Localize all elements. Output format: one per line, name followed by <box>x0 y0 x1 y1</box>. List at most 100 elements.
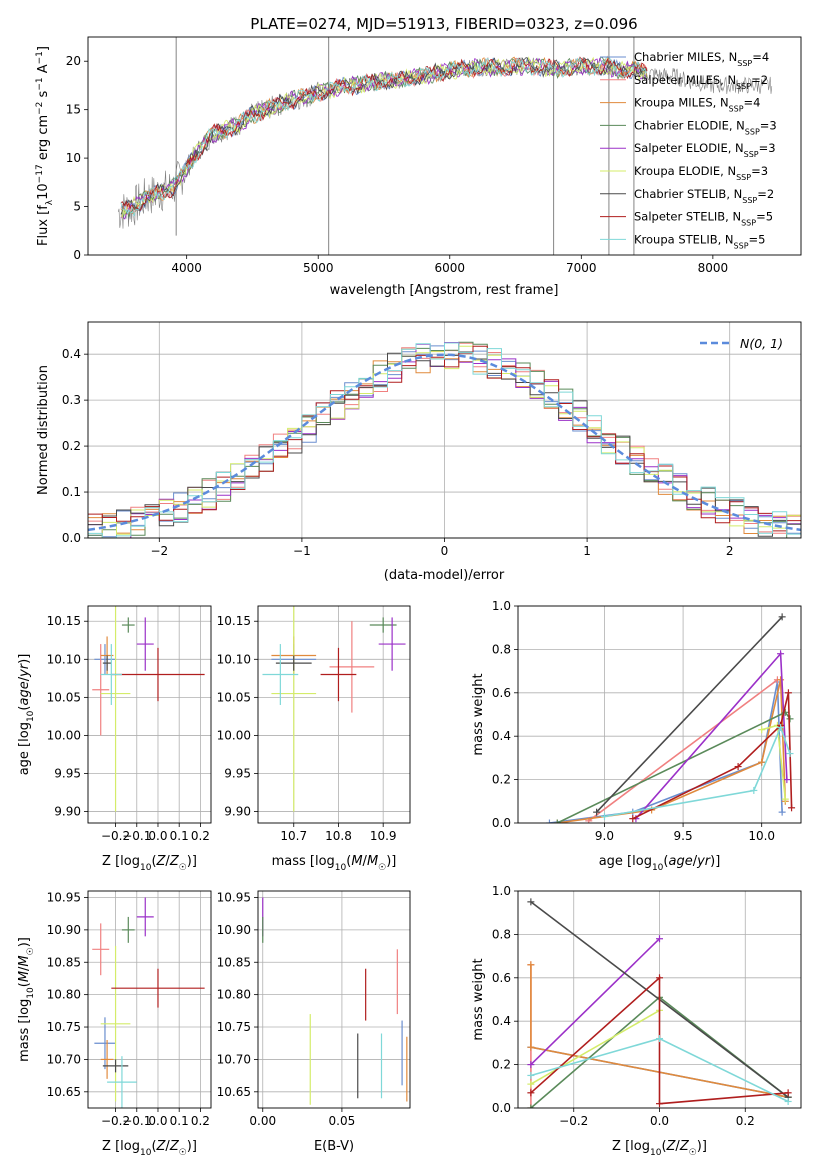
x-tick-label: −0.1 <box>122 829 151 843</box>
x-tick-label: 0.2 <box>736 1114 755 1128</box>
y-tick-label: 0.6 <box>492 686 511 700</box>
legend-label: Kroupa ELODIE, NSSP=3 <box>634 164 768 182</box>
plot-area <box>88 341 801 538</box>
x-tick-label: 0.1 <box>170 1114 189 1128</box>
axes-frame <box>257 605 411 824</box>
x-tick-label: −0.2 <box>101 829 130 843</box>
y-tick-label: 15 <box>66 103 81 117</box>
y-tick-label: 10.95 <box>217 890 251 904</box>
y-tick-label: 10.85 <box>47 955 81 969</box>
x-tick-label: −0.1 <box>122 1114 151 1128</box>
legend-label: Salpeter ELODIE, NSSP=3 <box>634 141 776 159</box>
axes-frame <box>87 605 212 824</box>
y-tick-label: 10.10 <box>217 652 251 666</box>
y-tick-label: 0.0 <box>492 816 511 830</box>
weight-line <box>604 725 791 818</box>
axes-frame <box>87 321 802 539</box>
x-tick-label: 10.8 <box>325 829 352 843</box>
legend-label: Chabrier MILES, NSSP=4 <box>634 50 769 68</box>
y-tick-label: 0.0 <box>492 1101 511 1115</box>
legend-label: N(0, 1) <box>740 336 783 351</box>
y-tick-label: 10.65 <box>217 1085 251 1099</box>
legend: N(0, 1) <box>700 336 783 351</box>
x-tick-label: −2 <box>150 544 168 558</box>
x-tick-label: 9.0 <box>595 829 614 843</box>
y-tick-label: 10.65 <box>47 1085 81 1099</box>
x-tick-label: 0.1 <box>170 829 189 843</box>
y-tick-label: 10.10 <box>47 652 81 666</box>
x-tick-label: 4000 <box>171 261 202 275</box>
legend: Chabrier MILES, NSSP=4 Salpeter MILES, NS… <box>600 50 777 250</box>
x-axis-label: Z [log10(Z/Z☉)] <box>102 1139 197 1158</box>
x-tick-label: 10.9 <box>370 829 397 843</box>
legend-label: Kroupa STELIB, NSSP=5 <box>634 232 765 250</box>
y-tick-label: 10.15 <box>217 614 251 628</box>
normal-curve <box>88 353 801 532</box>
panel-6: −0.2−0.10.0 0.1 0.2 10.65 10.70 10.75 10.80 10.… <box>17 890 212 1158</box>
axes-frame <box>87 36 802 256</box>
y-tick-label: 0.8 <box>492 927 511 941</box>
x-tick-label: 5000 <box>303 261 334 275</box>
y-tick-label: 20 <box>66 54 81 68</box>
axes-frame <box>257 890 411 1109</box>
x-tick-label: 1 <box>583 544 591 558</box>
x-tick-label: 6000 <box>434 261 465 275</box>
panel-4: 10.7 10.8 10.9 9.90 9.95 10.00 10.05 10.10 10.15… <box>217 605 411 873</box>
x-tick-label: 8000 <box>698 261 729 275</box>
plot-area <box>262 897 408 1105</box>
y-tick-label: 0.0 <box>62 531 81 545</box>
legend-label: Salpeter STELIB, NSSP=5 <box>634 210 773 228</box>
x-tick-label: 10.0 <box>748 829 775 843</box>
x-axis-label: mass [log10(M/M☉)] <box>272 854 397 873</box>
y-tick-label: 0.1 <box>62 485 81 499</box>
x-tick-label: 10.7 <box>280 829 307 843</box>
x-tick-label: −1 <box>293 544 311 558</box>
panel-3: −0.2−0.10.0 0.1 0.2 9.90 9.95 10.00 10.05 10.10… <box>17 605 212 873</box>
plot-area <box>527 898 792 1108</box>
panel-2: −2 −1 0 1 2 0.0 0.1 0.2 0.3 0.4 (data-model)/error… <box>36 321 802 583</box>
axes-frame <box>87 890 212 1109</box>
y-tick-label: 10.90 <box>47 923 81 937</box>
histogram-step <box>88 345 801 532</box>
x-axis-label: Z [log10(Z/Z☉)] <box>612 1139 707 1158</box>
x-tick-label: 0.2 <box>191 829 210 843</box>
panel-8: −0.2 0.0 0.2 0.0 0.2 0.4 0.6 0.8 1.0 Z [log10(Z/Z… <box>471 884 802 1158</box>
x-tick-label: 7000 <box>566 261 597 275</box>
y-tick-label: 0.8 <box>492 642 511 656</box>
y-tick-label: 10.85 <box>217 955 251 969</box>
x-tick-label: 9.5 <box>674 829 693 843</box>
weight-line <box>556 711 791 823</box>
x-tick-label: 0.2 <box>191 1114 210 1128</box>
y-tick-label: 9.95 <box>54 767 81 781</box>
y-tick-label: 0.4 <box>62 347 81 361</box>
y-tick-label: 0.4 <box>492 1014 511 1028</box>
x-axis-label: wavelength [Angstrom, rest frame] <box>330 283 559 298</box>
weight-line <box>557 679 787 823</box>
x-axis-label: E(B-V) <box>314 1139 354 1154</box>
panel-1: 4000 5000 6000 7000 8000 0 5 10 15 20 wavelength [… <box>35 36 802 298</box>
model-line <box>120 55 648 217</box>
x-axis-label: age [log10(age/yr)] <box>599 854 721 873</box>
y-tick-label: 10.80 <box>217 988 251 1002</box>
legend-label: Kroupa MILES, NSSP=4 <box>634 96 760 114</box>
x-tick-label: −0.2 <box>101 1114 130 1128</box>
y-axis-label: mass weight <box>471 673 486 755</box>
plot-area <box>118 37 773 255</box>
y-tick-label: 0.2 <box>492 773 511 787</box>
weight-line <box>530 938 661 1066</box>
model-line <box>120 56 648 217</box>
x-axis-label: Z [log10(Z/Z☉)] <box>102 854 197 873</box>
y-tick-label: 10.95 <box>47 890 81 904</box>
x-tick-label: 0.0 <box>148 829 167 843</box>
y-tick-label: 9.95 <box>224 767 251 781</box>
y-tick-label: 10.00 <box>47 728 81 742</box>
model-line <box>120 56 648 215</box>
y-tick-label: 10 <box>66 151 81 165</box>
plot-area <box>92 897 205 1108</box>
model-line <box>120 56 648 220</box>
y-tick-label: 10.75 <box>47 1020 81 1034</box>
y-tick-label: 10.80 <box>47 988 81 1002</box>
legend-label: Chabrier ELODIE, NSSP=3 <box>634 118 777 136</box>
